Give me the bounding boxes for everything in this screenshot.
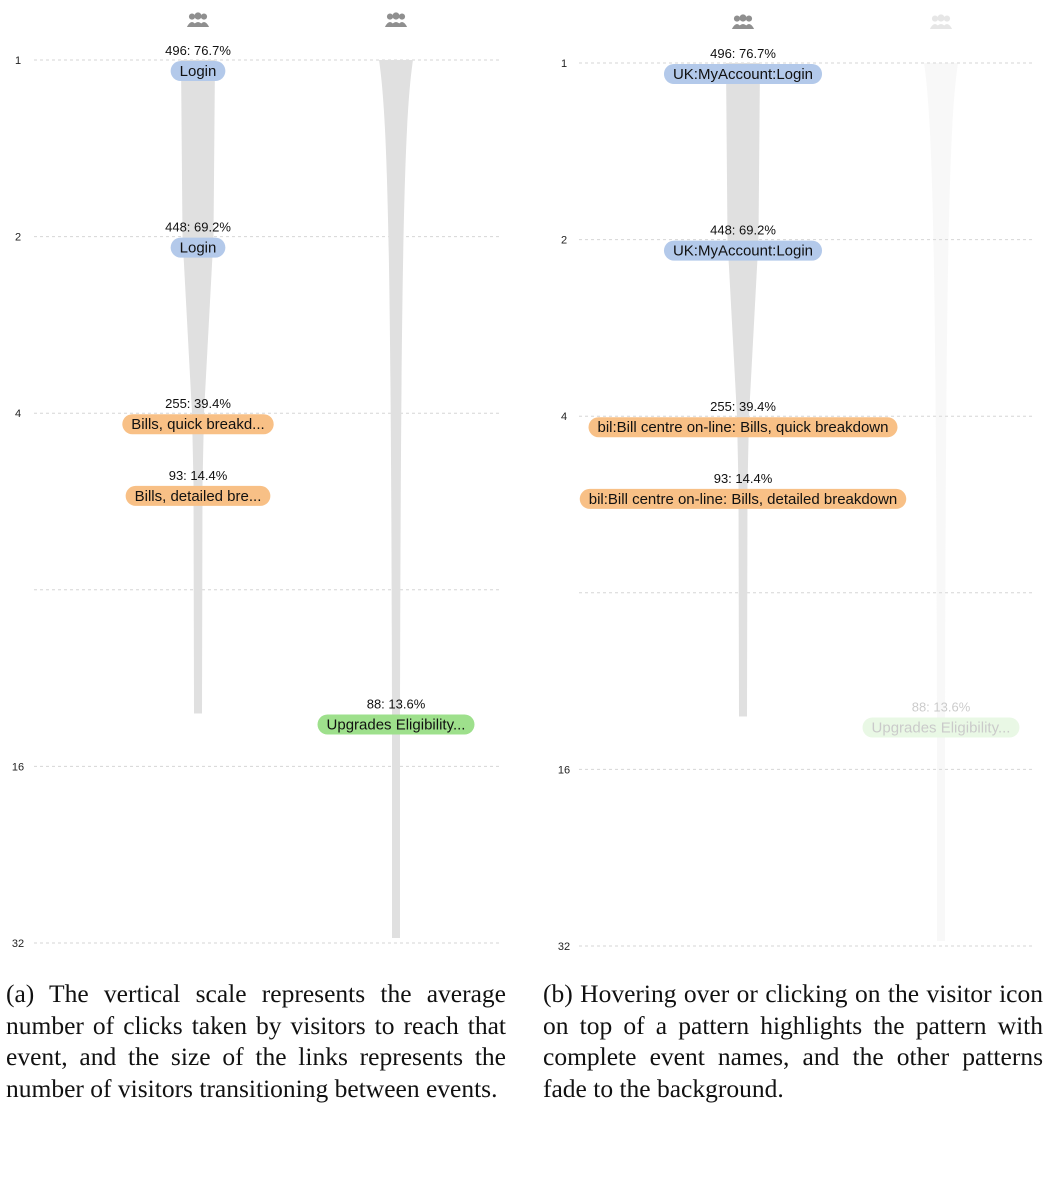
event-node[interactable]: 255: 39.4% bil:Bill centre on-line: Bills… <box>588 399 898 438</box>
event-name-label: Bills, quick breakd... <box>131 416 264 433</box>
caption-b: (b) Hovering over or clicking on the vis… <box>543 979 1043 1103</box>
visitor-figure-head <box>937 14 945 22</box>
visitor-figure-head <box>745 15 753 22</box>
event-name-label: Bills, detailed bre... <box>135 488 262 505</box>
visitor-figure-body <box>192 22 204 27</box>
y-tick-label: 16 <box>12 761 24 773</box>
event-pill[interactable] <box>663 64 823 84</box>
pattern-link-funnel <box>924 63 958 941</box>
y-tick-label: 4 <box>561 411 567 423</box>
pattern-2: 88: 13.6% Upgrades Eligibility... <box>317 12 475 938</box>
event-pill[interactable] <box>317 714 475 735</box>
y-axis: 1 2 4 16 32 <box>558 58 1035 953</box>
y-tick-label: 2 <box>561 235 567 247</box>
visitor-figure-head <box>943 15 951 22</box>
visitors-icon[interactable] <box>731 14 755 29</box>
event-pill[interactable] <box>170 237 226 258</box>
visitor-figure-head <box>200 13 208 20</box>
event-name-label: UK:MyAccount:Login <box>673 66 813 83</box>
event-node[interactable]: 496: 76.7% UK:MyAccount:Login <box>663 46 823 84</box>
visitors-icon[interactable] <box>384 12 408 27</box>
y-tick-label: 32 <box>12 938 24 950</box>
event-name-label: Upgrades Eligibility... <box>872 719 1011 736</box>
visitors-icon[interactable] <box>186 12 210 27</box>
visitor-figure-head <box>392 12 400 20</box>
event-pill[interactable] <box>125 485 271 506</box>
event-name-label: Login <box>180 63 217 80</box>
event-pill[interactable] <box>170 61 226 81</box>
y-tick-label: 32 <box>558 941 570 953</box>
event-node[interactable]: 255: 39.4% Bills, quick breakd... <box>122 396 274 435</box>
event-name-label: Login <box>180 240 217 257</box>
event-node[interactable]: 496: 76.7% Login <box>165 43 231 81</box>
pattern-chart-a: 1 2 4 16 32 496: 76.7% Login 448: 69.2% Login 255… <box>12 12 502 950</box>
visitors-icon[interactable] <box>929 14 953 29</box>
event-name-label: UK:MyAccount:Login <box>673 243 813 260</box>
visitor-figure-body <box>929 24 941 29</box>
visitor-figure-body <box>935 24 947 29</box>
visitor-figure-body <box>941 24 953 29</box>
event-name-label: Upgrades Eligibility... <box>327 716 466 733</box>
event-count-label: 496: 76.7% <box>710 46 776 61</box>
visitor-figure-head <box>386 13 394 20</box>
event-node[interactable]: 448: 69.2% UK:MyAccount:Login <box>663 223 823 261</box>
visitor-figure-body <box>737 24 749 29</box>
event-count-label: 93: 14.4% <box>714 471 773 486</box>
event-name-label: bil:Bill centre on-line: Bills, quick br… <box>598 419 889 436</box>
event-node[interactable]: 93: 14.4% Bills, detailed bre... <box>125 468 271 506</box>
pattern-1: 496: 76.7% Login 448: 69.2% Login 255: 39.4%… <box>122 12 274 714</box>
event-pill[interactable] <box>588 417 898 438</box>
event-pill[interactable] <box>579 488 907 509</box>
figure-panel-a: 1 2 4 16 32 496: 76.7% Login 448: 69.2% Login 255… <box>0 0 520 960</box>
pattern-link-funnel <box>181 60 215 714</box>
y-tick-label: 2 <box>15 232 21 244</box>
event-count-label: 448: 69.2% <box>165 220 231 235</box>
visitor-figure-head <box>194 12 202 20</box>
event-count-label: 496: 76.7% <box>165 43 231 58</box>
visitor-figure-head <box>733 15 741 22</box>
event-node[interactable]: 88: 13.6% Upgrades Eligibility... <box>317 696 475 735</box>
event-count-label: 255: 39.4% <box>165 396 231 411</box>
event-count-label: 448: 69.2% <box>710 223 776 238</box>
event-count-label: 93: 14.4% <box>169 468 228 483</box>
y-tick-label: 4 <box>15 408 21 420</box>
event-count-label: 88: 13.6% <box>367 696 426 711</box>
event-node[interactable]: 88: 13.6% Upgrades Eligibility... <box>862 699 1020 738</box>
event-pill[interactable] <box>663 240 823 261</box>
pattern-link-funnel <box>379 60 413 938</box>
visitor-figure-head <box>931 15 939 22</box>
figure-panel-b: 1 2 4 16 32 496: 76.7% UK:MyAccount:Login 448: … <box>545 0 1055 960</box>
event-node[interactable]: 93: 14.4% bil:Bill centre on-line: Bills,… <box>579 471 907 509</box>
event-count-label: 255: 39.4% <box>710 399 776 414</box>
visitor-figure-head <box>739 14 747 22</box>
event-pill[interactable] <box>862 717 1020 738</box>
pattern-link-funnel <box>726 63 760 717</box>
caption-a: (a) The vertical scale represents the av… <box>6 979 506 1103</box>
pattern-2: 88: 13.6% Upgrades Eligibility... <box>862 14 1020 941</box>
event-node[interactable]: 448: 69.2% Login <box>165 220 231 258</box>
event-count-label: 88: 13.6% <box>912 699 971 714</box>
y-tick-label: 1 <box>561 58 567 70</box>
event-name-label: bil:Bill centre on-line: Bills, detailed… <box>589 491 898 508</box>
visitor-figure-body <box>390 22 402 27</box>
pattern-1: 496: 76.7% UK:MyAccount:Login 448: 69.2% UK… <box>579 14 907 717</box>
event-pill[interactable] <box>122 414 274 435</box>
y-tick-label: 16 <box>558 764 570 776</box>
y-tick-label: 1 <box>15 55 21 67</box>
y-axis: 1 2 4 16 32 <box>12 55 502 950</box>
visitor-figure-head <box>398 13 406 20</box>
visitor-figure-head <box>188 13 196 20</box>
